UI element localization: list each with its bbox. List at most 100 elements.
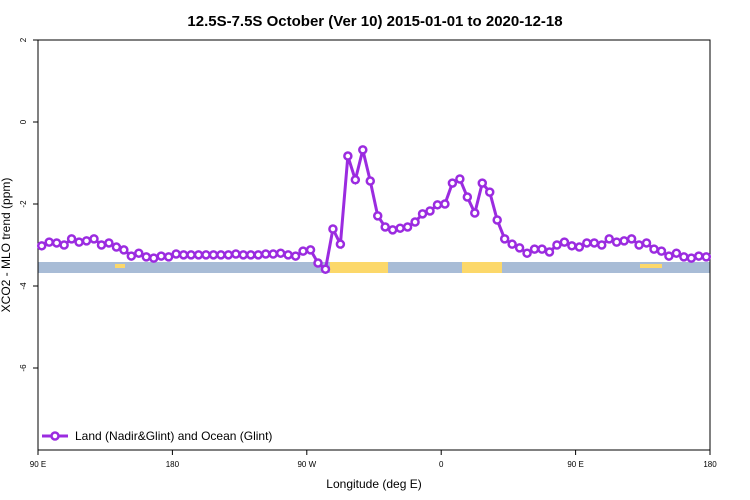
data-point	[402, 222, 413, 232]
data-point	[671, 248, 682, 258]
data-point	[290, 251, 301, 261]
land-band	[462, 262, 502, 273]
data-point	[522, 248, 532, 258]
data-point	[701, 252, 712, 262]
data-point	[96, 240, 107, 250]
data-point	[260, 249, 271, 259]
x-axis-label: Longitude (deg E)	[326, 477, 421, 491]
x-tick-label: 180	[703, 460, 717, 469]
data-point	[156, 251, 166, 261]
data-point	[462, 192, 473, 202]
data-point	[163, 252, 174, 262]
data-point	[447, 178, 458, 188]
y-tick-label: -4	[19, 282, 28, 290]
data-point	[328, 224, 338, 234]
data-point	[694, 251, 704, 261]
plot-frame	[37, 39, 711, 451]
data-point	[596, 240, 607, 250]
data-point	[171, 249, 181, 259]
data-point	[484, 187, 495, 197]
data-point	[178, 250, 189, 260]
data-point	[372, 211, 383, 221]
data-point	[537, 244, 547, 254]
data-point	[298, 246, 308, 256]
data-point	[455, 174, 465, 184]
legend-label: Land (Nadir&Glint) and Ocean (Glint)	[75, 429, 272, 443]
data-point	[89, 234, 99, 244]
data-point	[238, 250, 249, 260]
data-point	[305, 245, 316, 255]
data-point	[589, 238, 600, 248]
data-point	[470, 208, 480, 218]
data-point	[626, 234, 637, 244]
data-point	[201, 250, 211, 260]
data-point	[634, 240, 644, 250]
y-tick-label: -6	[19, 364, 28, 372]
land-band	[115, 264, 125, 268]
data-point	[246, 250, 256, 260]
data-point	[611, 237, 622, 247]
data-point	[275, 248, 286, 258]
x-tick-label: 0	[439, 460, 444, 469]
data-point	[119, 245, 129, 255]
data-point	[231, 249, 241, 259]
x-tick-label: 180	[166, 460, 180, 469]
data-point	[410, 217, 420, 227]
data-point	[477, 178, 488, 188]
data-point	[134, 248, 144, 258]
data-point	[343, 151, 353, 161]
chart-title: 12.5S-7.5S October (Ver 10) 2015-01-01 t…	[187, 13, 562, 30]
data-point	[253, 250, 264, 260]
data-point	[395, 223, 405, 233]
data-point	[417, 209, 428, 219]
data-point	[141, 252, 152, 262]
data-point	[350, 175, 361, 185]
data-point	[44, 237, 54, 247]
x-tick-label: 90 W	[297, 460, 316, 469]
data-point	[425, 206, 435, 216]
data-point	[81, 236, 92, 246]
x-tick-label: 90 E	[30, 460, 46, 469]
data-point	[59, 240, 69, 250]
data-point	[186, 250, 196, 260]
data-point	[66, 234, 77, 244]
data-point	[544, 247, 555, 257]
land-band	[640, 264, 662, 268]
y-axis-label: XCO2 - MLO trend (ppm)	[0, 178, 13, 313]
data-point	[387, 225, 398, 235]
data-point	[582, 238, 592, 248]
x-tick-label: 90 E	[567, 460, 583, 469]
data-point	[514, 243, 525, 253]
data-point	[380, 222, 390, 232]
data-point	[492, 215, 502, 225]
data-point	[574, 242, 585, 252]
data-point	[104, 238, 114, 248]
legend-marker	[50, 431, 60, 441]
data-point	[365, 176, 376, 186]
data-point	[649, 244, 659, 254]
data-point	[335, 239, 346, 249]
land-band	[330, 262, 388, 273]
data-point	[507, 239, 517, 249]
data-point	[656, 246, 667, 256]
data-point	[567, 241, 577, 251]
data-point	[529, 244, 540, 254]
data-point	[440, 199, 450, 209]
data-point	[283, 250, 293, 260]
data-point	[36, 241, 47, 251]
data-point	[148, 253, 159, 263]
data-point	[193, 250, 204, 260]
y-tick-label: 2	[19, 37, 28, 42]
data-point	[111, 242, 122, 252]
data-point	[552, 240, 562, 250]
data-point	[268, 249, 278, 259]
data-point	[208, 250, 219, 260]
data-point	[432, 200, 443, 210]
data-point	[559, 237, 570, 247]
y-tick-label: 0	[19, 119, 28, 124]
data-point	[619, 236, 629, 246]
data-point	[664, 251, 674, 261]
data-point	[679, 252, 689, 262]
data-point	[74, 237, 84, 247]
